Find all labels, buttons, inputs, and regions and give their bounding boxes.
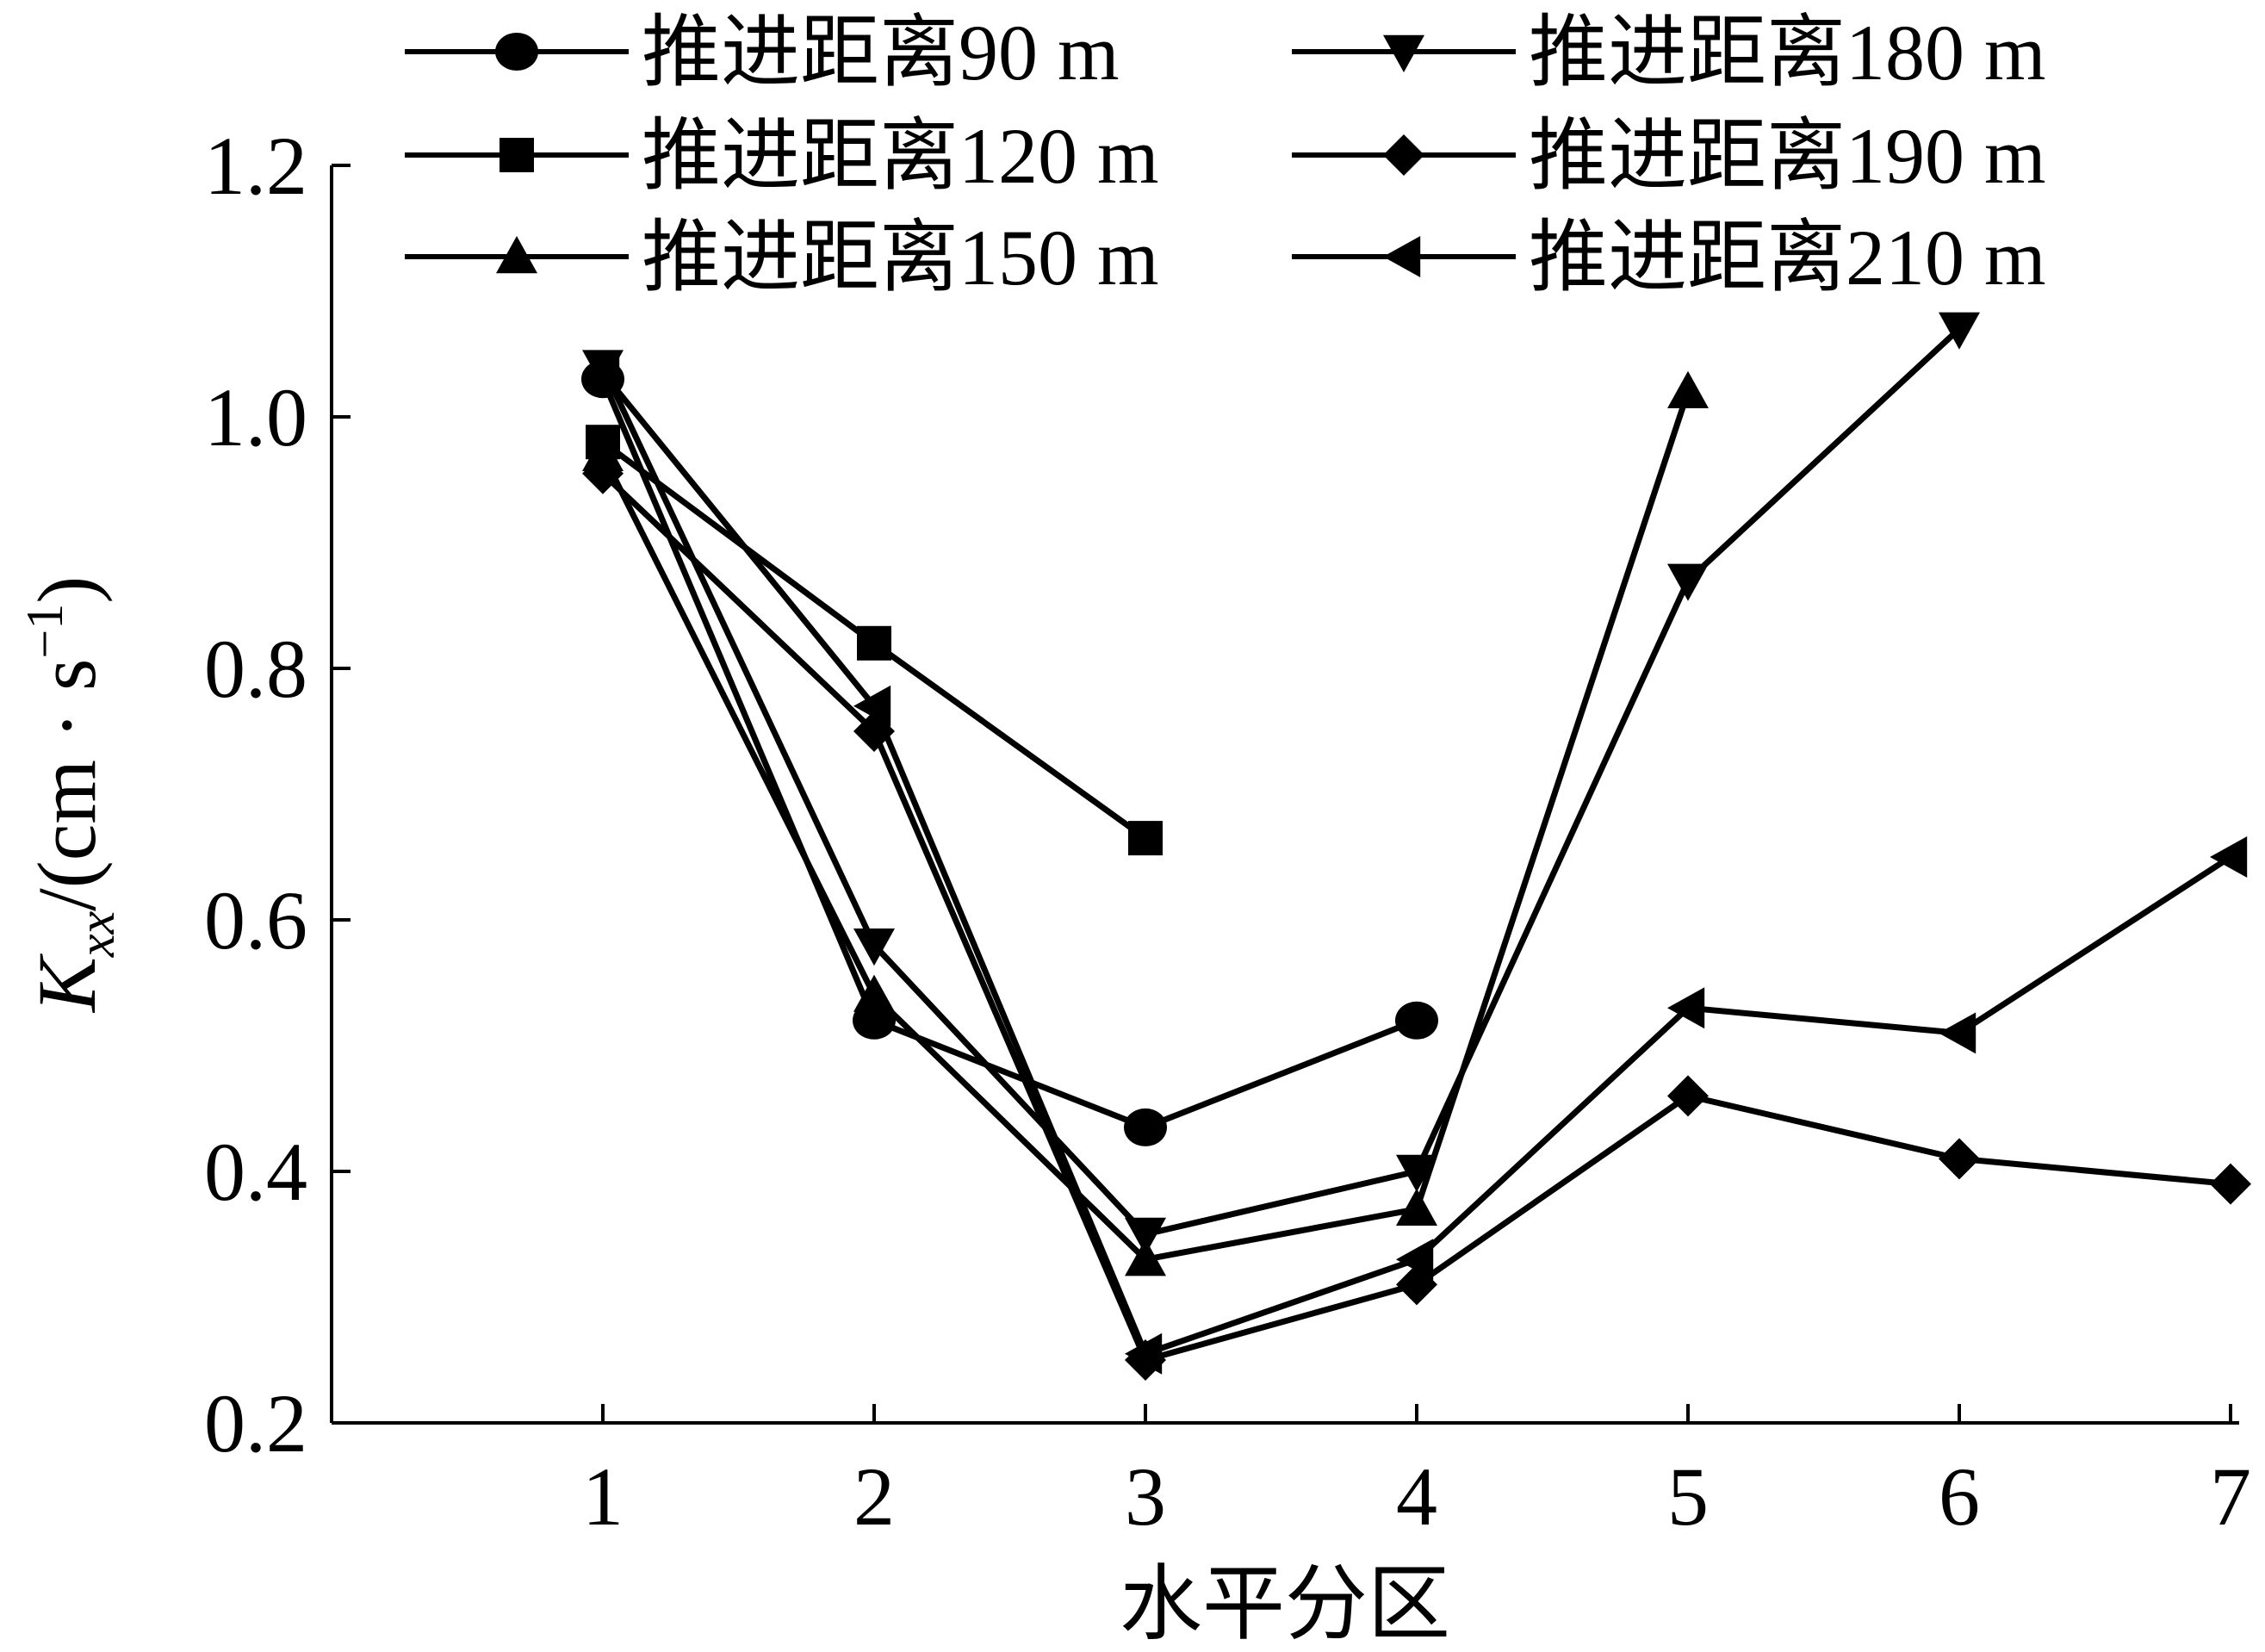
data-point [1939, 1138, 1980, 1180]
legend-marker [496, 236, 537, 274]
legend-item: 推进距离190 m [1292, 112, 2046, 200]
y-axis-separator: / [21, 888, 113, 911]
y-axis-subscript: xx [68, 911, 125, 959]
legend-label: 推进距离90 m [642, 9, 1120, 96]
y-axis-title: Kxx/(cm · s−1) [16, 576, 125, 1014]
data-point [1124, 1108, 1167, 1146]
legend-marker [500, 138, 534, 172]
x-tick-label: 7 [2210, 1450, 2251, 1543]
data-point [853, 974, 895, 1012]
data-point [582, 452, 624, 494]
data-point [853, 685, 891, 727]
data-point [1667, 563, 1709, 601]
y-tick-label: 1.2 [204, 120, 307, 212]
series-2 [586, 425, 1163, 856]
legend-marker [1383, 34, 1424, 72]
series-4 [582, 312, 1980, 1255]
data-point [1939, 1012, 1976, 1054]
legend: 推进距离90 m 推进距离120 m 推进距离150 m 推进距离180 m 推进距离1… [405, 9, 2046, 301]
legend-item: 推进距离210 m [1292, 214, 2046, 301]
y-axis-unit-exponent: −1 [16, 604, 73, 659]
legend-label: 推进距离190 m [1529, 112, 2046, 200]
data-point [1125, 1217, 1166, 1255]
series-line [599, 377, 1418, 1131]
data-point [2210, 836, 2248, 878]
data-point [2210, 1163, 2251, 1205]
legend-label: 推进距离180 m [1529, 9, 2046, 96]
y-tick-label: 0.4 [204, 1126, 307, 1218]
data-point [1667, 370, 1709, 408]
legend-item: 推进距离150 m [405, 214, 1159, 301]
data-point [582, 433, 624, 471]
data-point [1395, 1001, 1438, 1040]
x-tick-label: 6 [1939, 1450, 1980, 1543]
data-point [1939, 312, 1980, 350]
legend-marker [1383, 134, 1424, 176]
data-point [1125, 1332, 1163, 1375]
data-point [1396, 1188, 1437, 1226]
legend-item: 推进距离120 m [405, 112, 1159, 200]
data-point [857, 625, 891, 661]
y-axis-symbol: K [21, 953, 113, 1014]
legend-label: 推进距离120 m [642, 112, 1159, 200]
y-axis-unit-close: ) [21, 576, 113, 604]
data-point [582, 351, 620, 394]
data-point [1667, 1075, 1709, 1117]
legend-item: 推进距离180 m [1292, 9, 2046, 96]
data-point [1667, 987, 1705, 1029]
y-axis-unit: (cm · s [21, 659, 113, 889]
data-point [1128, 821, 1163, 856]
plot-area: 0.2 0.4 0.6 0.8 1.0 1.2 1 2 3 4 5 6 7 [204, 120, 2251, 1543]
x-tick-label: 5 [1667, 1450, 1709, 1543]
x-axis-title: 水平分区 [1120, 1558, 1450, 1650]
y-tick-label: 0.8 [204, 623, 307, 715]
series-group [581, 312, 2251, 1381]
x-axis-ticks: 1 2 3 4 5 6 7 [582, 1404, 2251, 1543]
data-point [1396, 1154, 1437, 1192]
x-tick-label: 1 [582, 1450, 624, 1543]
legend-label: 推进距离210 m [1529, 214, 2046, 301]
y-tick-label: 0.2 [204, 1377, 307, 1469]
x-tick-label: 3 [1125, 1450, 1166, 1543]
legend-marker [1383, 236, 1421, 277]
data-point [853, 928, 895, 966]
data-point [1396, 1239, 1434, 1281]
series-line [599, 326, 1962, 1238]
data-point [1125, 1239, 1166, 1276]
y-tick-label: 1.0 [204, 371, 307, 463]
legend-item: 推进距离90 m [405, 9, 1120, 96]
series-line [600, 471, 2231, 1363]
x-tick-label: 4 [1396, 1450, 1437, 1543]
x-tick-label: 2 [853, 1450, 895, 1543]
y-axis-ticks: 0.2 0.4 0.6 0.8 1.0 1.2 [204, 120, 351, 1469]
y-tick-label: 0.6 [204, 874, 307, 966]
legend-label: 推进距离150 m [642, 214, 1159, 301]
series-6 [582, 351, 2248, 1375]
series-3 [582, 370, 1709, 1276]
legend-marker [495, 33, 538, 71]
